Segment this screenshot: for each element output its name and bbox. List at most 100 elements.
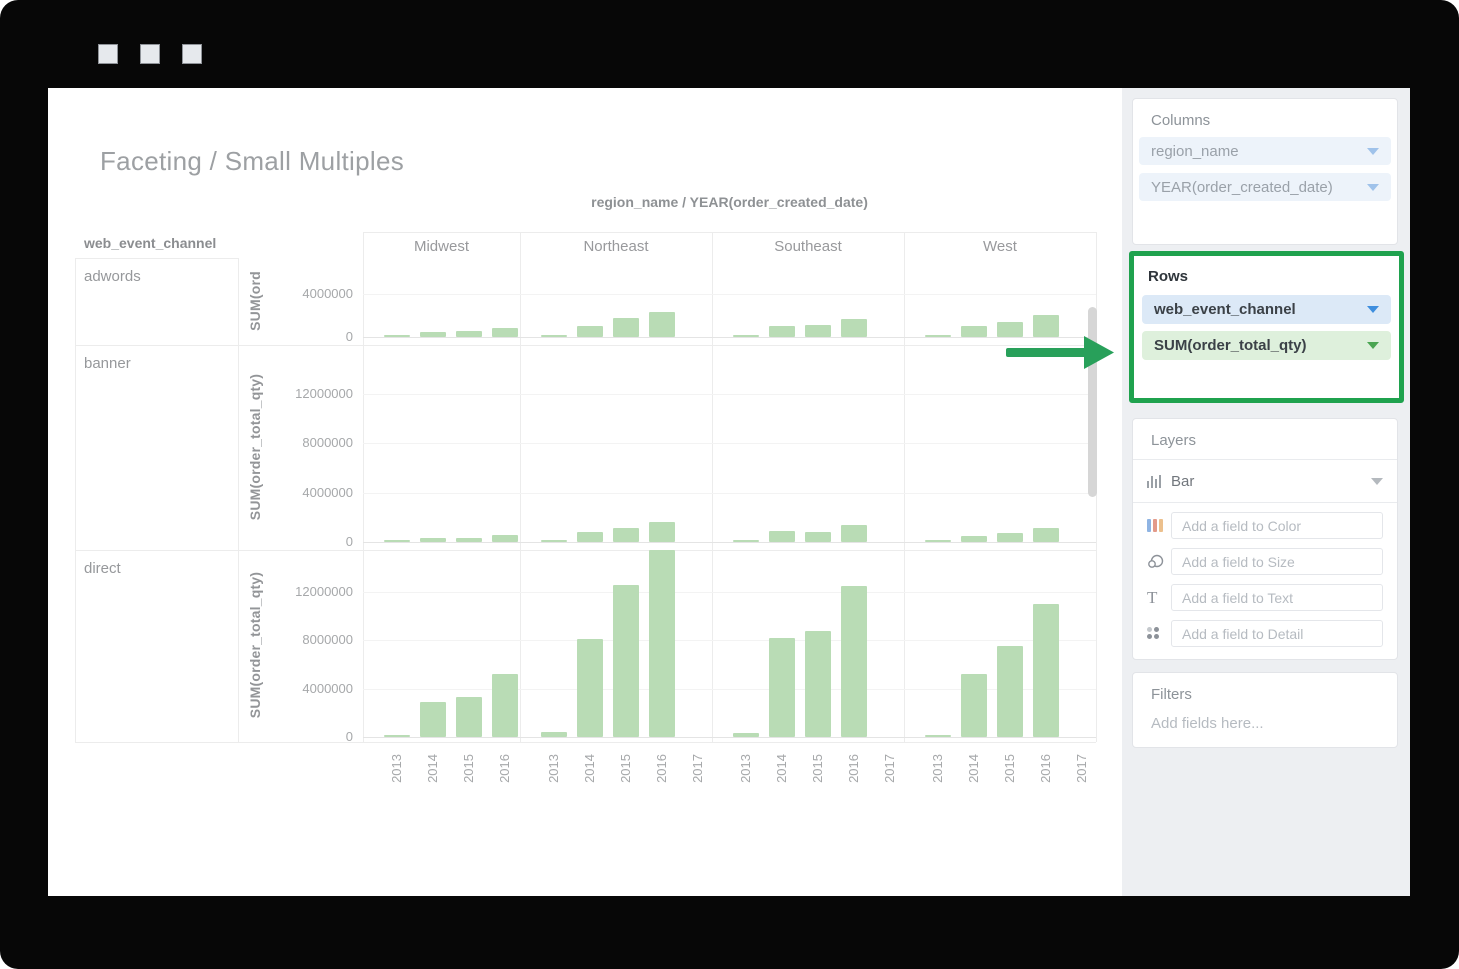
bar[interactable] [492, 674, 518, 737]
facet-grid-line [75, 258, 76, 742]
bar[interactable] [541, 334, 567, 337]
bar[interactable] [613, 528, 639, 542]
bar[interactable] [384, 335, 410, 337]
row-label-direct: direct [84, 560, 121, 577]
x-tick-label: 2017 [1074, 754, 1089, 783]
columns-panel: Columns region_name YEAR(order_created_d… [1132, 98, 1398, 245]
y-tick-label: 8000000 [302, 632, 353, 648]
bar[interactable] [997, 533, 1023, 542]
color-field-slot [1147, 512, 1383, 539]
bar[interactable] [925, 335, 951, 337]
bar[interactable] [841, 524, 867, 542]
x-tick-label: 2014 [774, 754, 789, 783]
filters-panel-title: Filters [1151, 686, 1192, 703]
window-control-square-1[interactable] [98, 44, 118, 64]
bar[interactable] [649, 522, 675, 542]
bar[interactable] [420, 701, 446, 737]
x-tick-label: 2016 [846, 754, 861, 783]
bar[interactable] [456, 537, 482, 542]
bar[interactable] [961, 326, 987, 337]
bar[interactable] [492, 534, 518, 542]
pill-label: YEAR(order_created_date) [1151, 178, 1333, 196]
bar[interactable] [384, 540, 410, 542]
facet-grid-line [75, 345, 1096, 346]
bar[interactable] [733, 733, 759, 737]
bar[interactable] [733, 540, 759, 542]
bar[interactable] [1033, 314, 1059, 337]
bar[interactable] [420, 537, 446, 542]
bar[interactable] [649, 549, 675, 737]
text-field-input[interactable] [1171, 584, 1383, 611]
bar[interactable] [841, 586, 867, 737]
layer-type-label: Bar [1171, 472, 1195, 490]
column-pill-region-name[interactable]: region_name [1139, 137, 1391, 165]
bar[interactable] [384, 735, 410, 737]
bar[interactable] [925, 540, 951, 542]
bar[interactable] [492, 327, 518, 337]
detail-field-slot [1147, 620, 1383, 647]
row-label-adwords: adwords [84, 268, 141, 285]
chevron-down-icon[interactable] [1367, 183, 1379, 191]
region-header-northeast: Northeast [583, 238, 649, 255]
y-gridline [363, 393, 1096, 395]
bar[interactable] [841, 318, 867, 337]
window-control-square-2[interactable] [140, 44, 160, 64]
facet-grid-line [75, 258, 238, 259]
bar[interactable] [613, 317, 639, 337]
bar[interactable] [613, 584, 639, 737]
column-pill-year-order-created-date[interactable]: YEAR(order_created_date) [1139, 173, 1391, 201]
filters-empty-text[interactable]: Add fields here... [1151, 715, 1264, 732]
x-tick-label: 2015 [618, 754, 633, 783]
x-tick-label: 2013 [546, 754, 561, 783]
bar[interactable] [925, 735, 951, 737]
region-header-west: West [983, 238, 1017, 255]
vertical-scrollbar-thumb[interactable] [1088, 307, 1097, 497]
bar[interactable] [769, 530, 795, 542]
chevron-down-icon[interactable] [1367, 342, 1379, 349]
x-tick-label: 2016 [497, 754, 512, 783]
facet-grid-line [238, 258, 239, 742]
bar[interactable] [456, 331, 482, 337]
detail-field-input[interactable] [1171, 620, 1383, 647]
chevron-down-icon[interactable] [1371, 477, 1383, 485]
bar[interactable] [456, 697, 482, 737]
x-tick-label: 2017 [882, 754, 897, 783]
bar[interactable] [420, 331, 446, 337]
rows-panel-highlight-box: Rows web_event_channel SUM(order_total_q… [1129, 251, 1404, 403]
bar[interactable] [577, 639, 603, 737]
bar[interactable] [961, 535, 987, 542]
bar[interactable] [769, 326, 795, 337]
x-tick-label: 2014 [425, 754, 440, 783]
bar[interactable] [997, 646, 1023, 737]
window-control-square-3[interactable] [182, 44, 202, 64]
y-tick-label: 0 [345, 729, 353, 744]
columns-panel-title: Columns [1151, 112, 1211, 129]
row-pill-sum-order-total-qty[interactable]: SUM(order_total_qty) [1142, 331, 1391, 360]
bar[interactable] [805, 630, 831, 737]
bar[interactable] [1033, 604, 1059, 737]
bar[interactable] [769, 637, 795, 737]
bar[interactable] [805, 324, 831, 337]
row-pill-web-event-channel[interactable]: web_event_channel [1142, 295, 1391, 324]
x-tick-label: 2013 [930, 754, 945, 783]
bar[interactable] [1033, 528, 1059, 542]
bar[interactable] [541, 732, 567, 737]
bar[interactable] [961, 674, 987, 737]
bar[interactable] [577, 326, 603, 337]
layer-type-selector[interactable]: Bar [1133, 460, 1397, 503]
bar[interactable] [649, 312, 675, 337]
text-icon: T [1147, 588, 1158, 607]
x-tick-label: 2016 [654, 754, 669, 783]
size-field-input[interactable] [1171, 548, 1383, 575]
bar[interactable] [733, 335, 759, 337]
bar[interactable] [541, 540, 567, 542]
color-field-input[interactable] [1171, 512, 1383, 539]
region-header-midwest: Midwest [413, 238, 469, 255]
bar[interactable] [577, 532, 603, 542]
bar[interactable] [805, 532, 831, 542]
y-tick-label: 8000000 [302, 435, 353, 451]
chevron-down-icon[interactable] [1367, 306, 1379, 313]
facet-grid-line [75, 742, 1096, 743]
bar[interactable] [997, 322, 1023, 337]
chevron-down-icon[interactable] [1367, 147, 1379, 155]
